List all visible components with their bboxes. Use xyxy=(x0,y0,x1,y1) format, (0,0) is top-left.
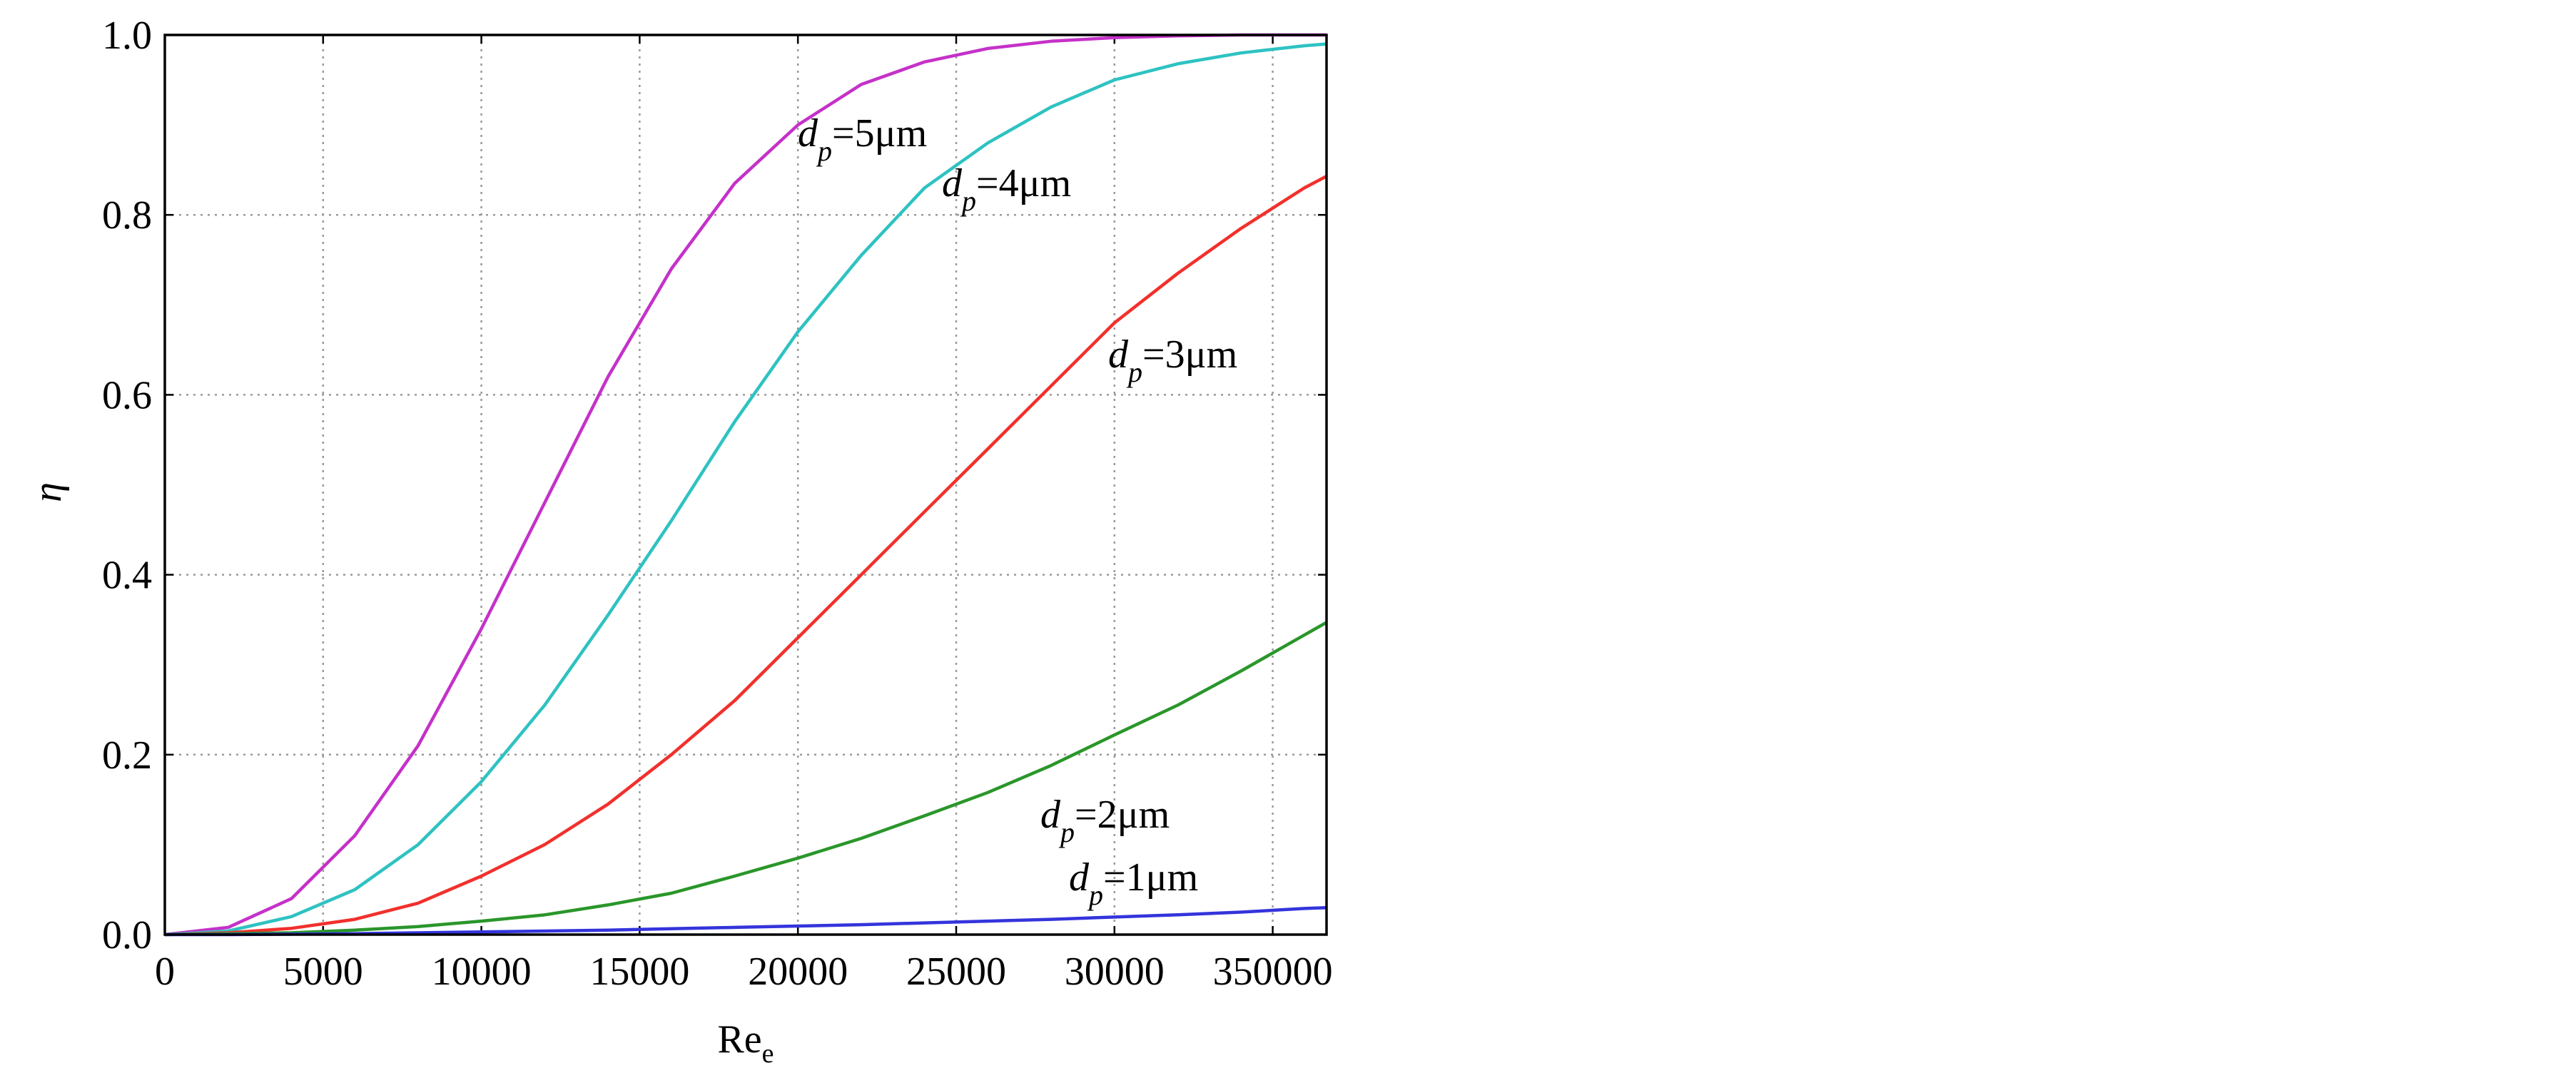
label-subscript: p xyxy=(1058,816,1075,848)
x-tick-label: 5000 xyxy=(283,950,363,994)
x-tick-label: 25000 xyxy=(906,950,1006,994)
curve-label: dp=5μm xyxy=(798,111,927,167)
label-text: =2μm xyxy=(1075,793,1170,837)
y-tick-label: 0.8 xyxy=(102,193,152,238)
x-tick-label: 0 xyxy=(155,950,175,994)
x-tick-label: 15000 xyxy=(589,950,689,994)
x-axis-label: Ree xyxy=(717,1017,774,1069)
y-tick-label: 0.0 xyxy=(102,913,152,957)
label-italic: d xyxy=(1040,793,1061,837)
label-italic: d xyxy=(1069,855,1090,900)
label-text: =5μm xyxy=(832,111,927,156)
x-tick-label: 30000 xyxy=(1065,950,1165,994)
label-italic: d xyxy=(942,161,963,205)
x-label-main: Re xyxy=(717,1017,761,1062)
y-tick-label: 1.0 xyxy=(102,14,152,58)
series-line xyxy=(164,621,1328,937)
label-italic: d xyxy=(1108,332,1129,377)
y-axis-label: η xyxy=(26,482,70,502)
label-subscript: p xyxy=(1126,356,1142,388)
curve-label: dp=3μm xyxy=(1108,332,1237,388)
x-tick-label: 20000 xyxy=(748,950,848,994)
y-tick-label: 0.4 xyxy=(102,554,152,598)
label-text: =1μm xyxy=(1103,855,1198,900)
x-tick-label: 10000 xyxy=(432,950,532,994)
series-line xyxy=(164,175,1328,937)
label-italic: d xyxy=(798,111,818,156)
y-tick-label: 0.2 xyxy=(102,733,152,778)
label-text: =4μm xyxy=(976,161,1071,205)
plot-frame xyxy=(163,34,1328,936)
curve-label: dp=1μm xyxy=(1069,855,1198,911)
x-tick-label: 350000 xyxy=(1213,950,1333,994)
label-subscript: p xyxy=(816,135,832,167)
label-text: =3μm xyxy=(1142,332,1237,377)
curve-label: dp=2μm xyxy=(1040,793,1170,848)
curve-label: dp=4μm xyxy=(942,161,1071,217)
series-line xyxy=(164,42,1327,937)
label-subscript: p xyxy=(1087,879,1103,911)
x-label-sub: e xyxy=(762,1039,774,1069)
label-subscript: p xyxy=(960,185,976,217)
y-tick-label: 0.6 xyxy=(102,373,152,417)
